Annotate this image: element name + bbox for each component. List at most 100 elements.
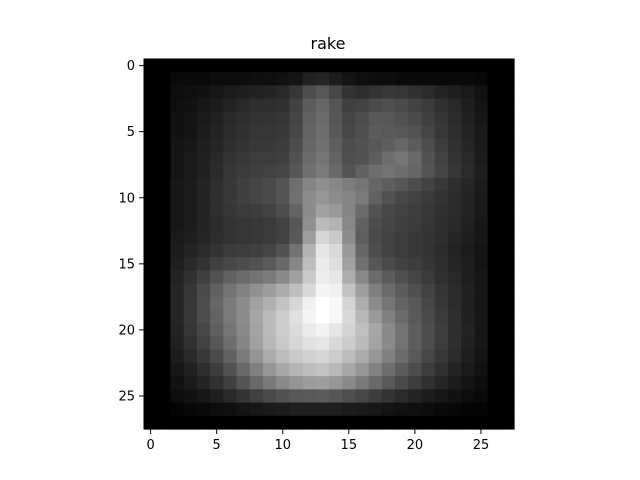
heatmap-cell bbox=[236, 151, 251, 166]
heatmap-cell bbox=[236, 323, 251, 338]
heatmap-cell bbox=[170, 402, 185, 417]
heatmap-cell bbox=[223, 204, 238, 219]
heatmap-cell bbox=[276, 111, 290, 126]
heatmap-cell bbox=[329, 72, 343, 87]
heatmap-cell bbox=[474, 310, 489, 324]
heatmap-cell bbox=[381, 336, 396, 351]
heatmap-cell bbox=[447, 98, 462, 113]
heatmap-cell bbox=[434, 296, 449, 311]
heatmap-cell bbox=[144, 230, 158, 245]
heatmap-cell bbox=[223, 336, 238, 351]
heatmap-cell bbox=[355, 191, 370, 205]
heatmap-cell bbox=[342, 376, 357, 390]
heatmap-cell bbox=[157, 177, 172, 192]
heatmap-cell bbox=[368, 138, 383, 153]
heatmap-cell bbox=[368, 257, 383, 272]
heatmap-cell bbox=[421, 191, 436, 205]
heatmap-cell bbox=[355, 389, 370, 404]
heatmap-cell bbox=[315, 204, 330, 219]
heatmap-cell bbox=[474, 85, 489, 100]
heatmap-cell bbox=[276, 72, 290, 87]
heatmap-cell bbox=[487, 191, 502, 205]
heatmap-cell bbox=[500, 415, 515, 430]
heatmap-cell bbox=[302, 204, 317, 219]
heatmap-cell bbox=[342, 362, 357, 377]
heatmap-cell bbox=[368, 362, 383, 377]
heatmap-cell bbox=[157, 230, 172, 245]
heatmap-cell bbox=[342, 217, 357, 232]
heatmap-cell bbox=[196, 217, 211, 232]
heatmap-cell bbox=[342, 72, 357, 87]
heatmap-cell bbox=[368, 98, 383, 113]
x-axis: 0 5 10 15 20 25 bbox=[146, 429, 489, 453]
heatmap-cell bbox=[342, 257, 357, 272]
heatmap-cell bbox=[487, 323, 502, 338]
heatmap-cell bbox=[183, 257, 198, 272]
heatmap-cell bbox=[223, 349, 238, 364]
heatmap-cell bbox=[408, 217, 423, 232]
heatmap-cell bbox=[421, 164, 436, 179]
heatmap-cell bbox=[447, 230, 462, 245]
heatmap-cell bbox=[368, 59, 383, 73]
heatmap-cell bbox=[210, 72, 224, 87]
heatmap-cell bbox=[395, 415, 409, 430]
heatmap-cell bbox=[262, 151, 277, 166]
heatmap-cell bbox=[144, 217, 158, 232]
heatmap-cell bbox=[210, 323, 224, 338]
heatmap-cell bbox=[144, 257, 158, 272]
heatmap-cell bbox=[368, 125, 383, 139]
heatmap-cell bbox=[249, 349, 264, 364]
heatmap-cell bbox=[315, 138, 330, 153]
heatmap-cell bbox=[342, 244, 357, 258]
heatmap-cell bbox=[355, 362, 370, 377]
heatmap-cell bbox=[368, 376, 383, 390]
heatmap-cell bbox=[329, 85, 343, 100]
heatmap-cell bbox=[461, 191, 475, 205]
heatmap-cell bbox=[421, 257, 436, 272]
heatmap-cell bbox=[170, 72, 185, 87]
heatmap-cell bbox=[302, 415, 317, 430]
heatmap-cell bbox=[395, 125, 409, 139]
heatmap-cell bbox=[302, 257, 317, 272]
heatmap-cell bbox=[210, 362, 224, 377]
heatmap-cell bbox=[381, 402, 396, 417]
heatmap-cell bbox=[342, 138, 357, 153]
heatmap-cell bbox=[461, 402, 475, 417]
heatmap-cell bbox=[157, 389, 172, 404]
heatmap-cell bbox=[276, 85, 290, 100]
heatmap-cell bbox=[421, 283, 436, 298]
heatmap-cell bbox=[249, 217, 264, 232]
heatmap-cell bbox=[434, 111, 449, 126]
heatmap-cell bbox=[315, 230, 330, 245]
heatmap-cell bbox=[170, 362, 185, 377]
heatmap-cell bbox=[302, 230, 317, 245]
heatmap-cell bbox=[315, 164, 330, 179]
heatmap-cell bbox=[157, 323, 172, 338]
heatmap-cell bbox=[196, 376, 211, 390]
heatmap-cell bbox=[329, 283, 343, 298]
heatmap-cell bbox=[329, 125, 343, 139]
heatmap-cell bbox=[342, 323, 357, 338]
heatmap-cell bbox=[236, 336, 251, 351]
heatmap-cell bbox=[421, 111, 436, 126]
heatmap-cell bbox=[249, 59, 264, 73]
heatmap-cell bbox=[447, 111, 462, 126]
heatmap-cell bbox=[289, 336, 304, 351]
heatmap-cell bbox=[408, 204, 423, 219]
heatmap-cell bbox=[461, 72, 475, 87]
heatmap-cell bbox=[461, 164, 475, 179]
x-tick-label: 25 bbox=[473, 438, 490, 453]
heatmap-cell bbox=[329, 111, 343, 126]
heatmap-cell bbox=[500, 257, 515, 272]
heatmap-cell bbox=[447, 177, 462, 192]
heatmap-cell bbox=[355, 336, 370, 351]
heatmap-cell bbox=[434, 362, 449, 377]
heatmap-cell bbox=[196, 296, 211, 311]
heatmap-cell bbox=[381, 349, 396, 364]
heatmap-cell bbox=[276, 177, 290, 192]
heatmap-cell bbox=[302, 362, 317, 377]
heatmap-cell bbox=[196, 323, 211, 338]
heatmap-cell bbox=[315, 59, 330, 73]
heatmap-cell bbox=[170, 217, 185, 232]
heatmap-cell bbox=[342, 230, 357, 245]
